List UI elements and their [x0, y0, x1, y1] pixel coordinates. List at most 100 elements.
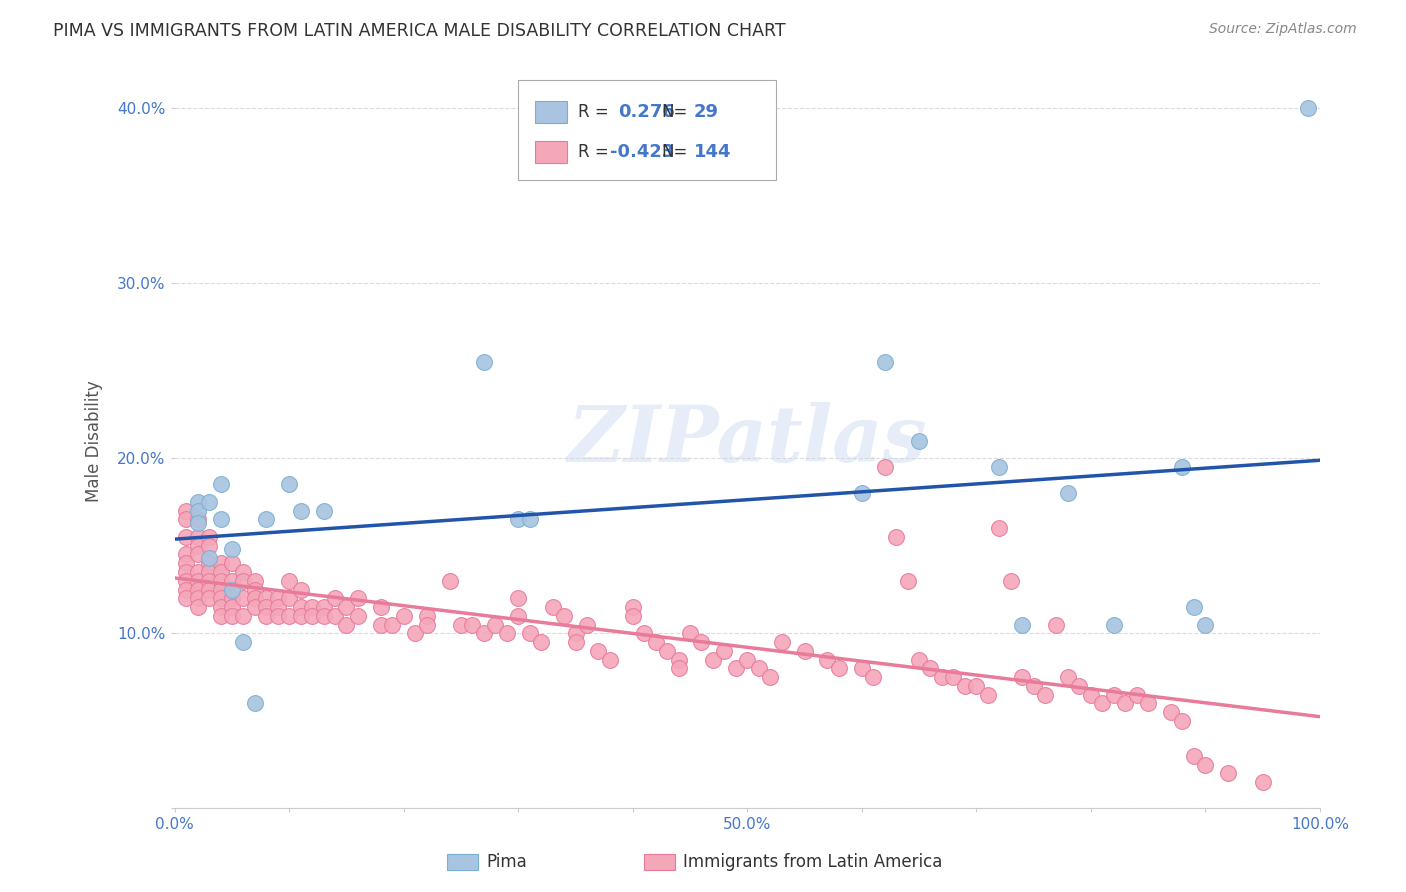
- Point: [575, 617, 598, 632]
- Point: [977, 688, 1000, 702]
- Y-axis label: Male Disability: Male Disability: [86, 380, 103, 501]
- Point: [644, 635, 666, 649]
- Text: N=: N=: [661, 103, 688, 121]
- Point: [198, 574, 221, 588]
- Point: [323, 591, 346, 606]
- Point: [243, 582, 266, 597]
- Point: [748, 661, 770, 675]
- Point: [323, 608, 346, 623]
- Point: [1171, 714, 1194, 728]
- Point: [1057, 670, 1080, 684]
- Point: [702, 652, 724, 666]
- Point: [187, 582, 209, 597]
- Point: [541, 600, 564, 615]
- Point: [370, 617, 392, 632]
- Point: [221, 600, 243, 615]
- Point: [564, 635, 586, 649]
- Point: [942, 670, 965, 684]
- Point: [187, 574, 209, 588]
- Point: [668, 652, 690, 666]
- Point: [953, 679, 976, 693]
- Point: [1091, 696, 1114, 710]
- Point: [1011, 670, 1033, 684]
- Point: [588, 644, 610, 658]
- Point: [198, 495, 221, 509]
- Point: [553, 608, 575, 623]
- Point: [232, 635, 254, 649]
- Point: [1125, 688, 1147, 702]
- Point: [290, 582, 312, 597]
- Text: 29: 29: [693, 103, 718, 121]
- Text: 144: 144: [693, 144, 731, 161]
- Point: [655, 644, 678, 658]
- Point: [1298, 101, 1320, 115]
- Point: [254, 591, 277, 606]
- Point: [278, 591, 301, 606]
- FancyBboxPatch shape: [519, 80, 776, 179]
- Point: [484, 617, 506, 632]
- Point: [174, 582, 197, 597]
- Point: [187, 504, 209, 518]
- Point: [232, 565, 254, 579]
- Point: [1057, 486, 1080, 500]
- Text: PIMA VS IMMIGRANTS FROM LATIN AMERICA MALE DISABILITY CORRELATION CHART: PIMA VS IMMIGRANTS FROM LATIN AMERICA MA…: [53, 22, 786, 40]
- Point: [209, 477, 232, 491]
- Point: [1182, 748, 1205, 763]
- Point: [209, 574, 232, 588]
- Point: [1137, 696, 1160, 710]
- Point: [209, 556, 232, 570]
- Point: [254, 600, 277, 615]
- Point: [335, 617, 357, 632]
- Point: [519, 512, 541, 526]
- Text: N=: N=: [661, 144, 688, 161]
- Point: [174, 530, 197, 544]
- Point: [1080, 688, 1102, 702]
- Point: [209, 591, 232, 606]
- Point: [174, 591, 197, 606]
- Point: [1000, 574, 1022, 588]
- Point: [920, 661, 942, 675]
- Point: [392, 608, 415, 623]
- Point: [851, 486, 873, 500]
- Point: [1171, 459, 1194, 474]
- Point: [198, 591, 221, 606]
- Point: [312, 608, 335, 623]
- Point: [187, 530, 209, 544]
- Point: [209, 512, 232, 526]
- Point: [267, 600, 290, 615]
- Point: [461, 617, 484, 632]
- Point: [198, 539, 221, 553]
- Point: [290, 600, 312, 615]
- Point: [1045, 617, 1067, 632]
- Point: [472, 355, 495, 369]
- Point: [472, 626, 495, 640]
- Point: [267, 608, 290, 623]
- Point: [1102, 688, 1125, 702]
- Point: [862, 670, 884, 684]
- Point: [668, 661, 690, 675]
- Point: [793, 644, 815, 658]
- Point: [770, 635, 793, 649]
- Point: [209, 565, 232, 579]
- Point: [335, 600, 357, 615]
- Point: [243, 591, 266, 606]
- Point: [908, 434, 931, 448]
- Point: [221, 574, 243, 588]
- Point: [187, 516, 209, 530]
- Point: [735, 652, 758, 666]
- Point: [232, 591, 254, 606]
- Point: [290, 608, 312, 623]
- Point: [450, 617, 472, 632]
- Point: [209, 582, 232, 597]
- Point: [415, 617, 437, 632]
- FancyBboxPatch shape: [536, 101, 568, 123]
- Point: [254, 512, 277, 526]
- Text: R =: R =: [578, 144, 609, 161]
- Point: [759, 670, 782, 684]
- Point: [198, 530, 221, 544]
- Point: [187, 591, 209, 606]
- Point: [1102, 617, 1125, 632]
- Point: [174, 512, 197, 526]
- Point: [1069, 679, 1091, 693]
- Point: [508, 512, 530, 526]
